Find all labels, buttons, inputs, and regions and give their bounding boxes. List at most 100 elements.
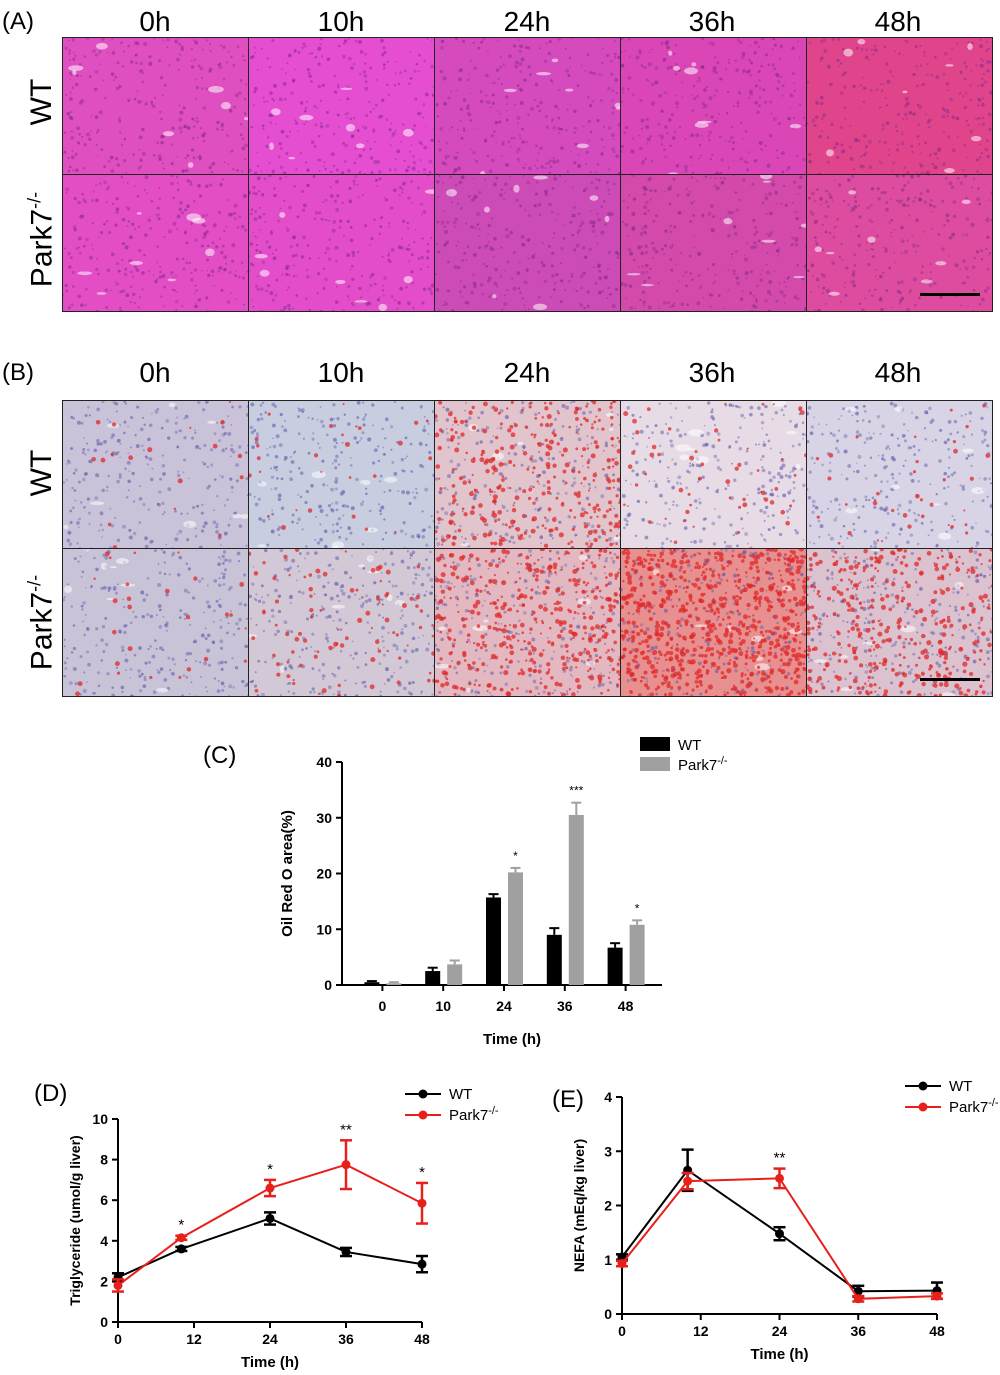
x-tick-label: 24 <box>496 998 512 1014</box>
tissue-texture <box>807 549 992 696</box>
series-line <box>117 1217 423 1279</box>
x-axis-label: Time (h) <box>750 1346 808 1363</box>
micrograph-b-park7-48h <box>806 548 993 697</box>
tissue-texture <box>249 401 434 548</box>
x-tick-label: 36 <box>338 1331 354 1347</box>
tissue-texture <box>621 401 806 548</box>
significance-marker: * <box>635 901 640 915</box>
x-tick-label: 12 <box>693 1323 709 1339</box>
legend-swatch <box>640 757 670 771</box>
micrograph-b-park7-0h <box>62 548 249 697</box>
tissue-texture <box>435 175 620 311</box>
y-tick-label: 2 <box>100 1273 108 1289</box>
panel-b-row-wt: WT <box>25 449 58 497</box>
legend-marker <box>918 1102 928 1112</box>
y-tick-label: 3 <box>604 1143 612 1159</box>
x-tick-label: 0 <box>114 1331 122 1347</box>
series-wt <box>616 1148 943 1301</box>
significance-marker: * <box>267 1161 273 1178</box>
significance-marker: * <box>419 1164 425 1181</box>
panel-a-col-48h: 48h <box>874 6 922 37</box>
y-tick-label: 6 <box>100 1192 108 1208</box>
data-point <box>617 1252 627 1262</box>
bar-wt-10 <box>425 971 441 985</box>
series-park7 <box>616 1167 943 1304</box>
panel-a-row-wt: WT <box>25 78 58 126</box>
x-tick-label: 48 <box>929 1323 945 1339</box>
data-point <box>113 1272 123 1282</box>
micrograph-b-park7-24h <box>434 548 621 697</box>
panel-a-col-10h: 10h <box>317 6 365 37</box>
tissue-texture <box>63 549 248 696</box>
data-point <box>417 1198 427 1208</box>
micrograph-b-wt-10h <box>248 400 435 549</box>
panel-b-letter: (B) <box>2 359 34 386</box>
bar-wt-36 <box>546 934 562 985</box>
x-tick-label: 48 <box>414 1331 430 1347</box>
series-wt <box>112 1211 428 1283</box>
legend-label: WT <box>449 1086 472 1103</box>
significance-marker: ** <box>774 1150 786 1167</box>
bar-park7-24 <box>508 872 523 985</box>
tissue-texture <box>63 175 248 311</box>
tissue-texture <box>621 549 806 696</box>
legend-marker <box>418 1089 428 1099</box>
micrograph-a-wt-36h <box>620 37 807 175</box>
micrograph-a-wt-0h <box>62 37 249 175</box>
tissue-texture <box>807 401 992 548</box>
data-point <box>683 1165 693 1175</box>
bar-park7-48 <box>629 924 645 985</box>
panel-b-col-10h: 10h <box>317 357 365 388</box>
scale-bar <box>920 678 980 681</box>
micrograph-b-wt-24h <box>434 400 621 549</box>
panel-a-col-0h: 0h <box>139 6 171 37</box>
data-point <box>341 1160 351 1170</box>
micrograph-a-wt-10h <box>248 37 435 175</box>
data-point <box>932 1291 942 1301</box>
y-tick-label: 0 <box>324 977 332 993</box>
y-tick-label: 4 <box>100 1233 108 1249</box>
chart-c-axes: 0 10 20 30 40 Oil Red O area(%) Time (h) 0 10 24 3… <box>279 754 662 1048</box>
data-point <box>853 1294 863 1304</box>
data-point <box>853 1286 863 1296</box>
y-tick-label: 0 <box>100 1314 108 1330</box>
series-park7 <box>112 1139 428 1293</box>
micrograph-a-park7-48h <box>806 174 993 312</box>
bar-park7-36 <box>568 814 584 985</box>
y-tick-label: 20 <box>316 866 332 882</box>
panel-b-col-36h: 36h <box>688 357 736 388</box>
legend-swatch <box>640 737 670 751</box>
micrograph-a-park7-24h <box>434 174 621 312</box>
data-point <box>176 1244 186 1254</box>
bar-wt-0 <box>364 982 380 985</box>
bar-park7-10 <box>447 964 463 985</box>
micrograph-b-wt-0h <box>62 400 249 549</box>
tissue-texture <box>63 401 248 548</box>
data-point <box>775 1173 784 1183</box>
tissue-texture <box>621 175 806 311</box>
data-point <box>932 1286 942 1296</box>
micrograph-a-park7-36h <box>620 174 807 312</box>
scale-bar <box>920 293 980 296</box>
tissue-texture <box>435 38 620 174</box>
tissue-texture <box>621 38 806 174</box>
data-point <box>265 1183 275 1193</box>
tissue-texture <box>807 175 992 311</box>
x-tick-label: 12 <box>186 1331 202 1347</box>
chart-e-legend: WT Park7-/- <box>905 1078 999 1116</box>
x-tick-label: 0 <box>379 998 387 1014</box>
legend-label: Park7-/- <box>449 1105 499 1124</box>
micrograph-a-wt-48h <box>806 37 993 175</box>
y-tick-label: 2 <box>604 1198 612 1214</box>
series-line <box>621 1177 938 1300</box>
x-axis-label: Time (h) <box>241 1354 299 1371</box>
tissue-texture <box>249 549 434 696</box>
series-line <box>117 1163 423 1287</box>
x-tick-label: 0 <box>618 1323 626 1339</box>
micrograph-b-park7-36h <box>620 548 807 697</box>
y-axis-label: Triglyceride (umol/g liver) <box>67 1135 83 1305</box>
panel-a-col-24h: 24h <box>503 6 551 37</box>
y-tick-label: 40 <box>316 754 332 770</box>
